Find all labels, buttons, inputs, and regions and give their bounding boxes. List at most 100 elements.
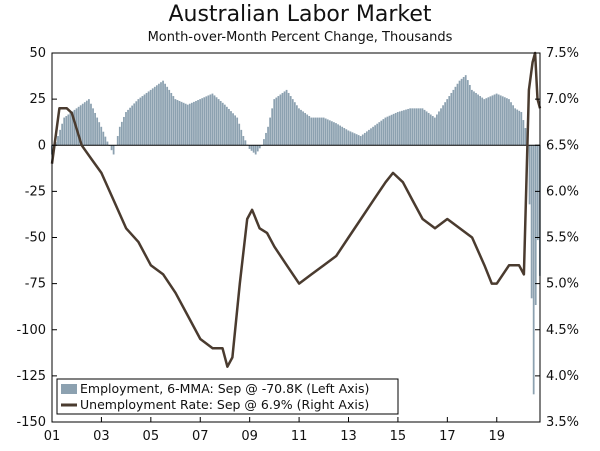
x-tick-label: 07: [192, 429, 209, 444]
employment-bar-96: [248, 145, 251, 149]
employment-bar-22: [96, 117, 99, 146]
employment-bar-109: [275, 97, 278, 146]
employment-bar-186: [433, 117, 436, 146]
employment-bar-158: [376, 123, 379, 146]
employment-bar-89: [234, 115, 236, 146]
employment-bar-99: [254, 145, 257, 155]
employment-bar-145: [349, 131, 352, 146]
employment-bar-40: [133, 103, 136, 146]
employment-bar-41: [135, 101, 138, 146]
employment-bar-235: [534, 145, 537, 306]
employment-bar-19: [90, 103, 92, 146]
employment-bar-211: [485, 98, 488, 146]
employment-bar-164: [388, 115, 391, 146]
employment-bar-27: [106, 141, 109, 146]
employment-bar-152: [363, 132, 366, 146]
employment-bar-140: [339, 125, 341, 146]
employment-bar-138: [335, 123, 337, 146]
employment-bar-70: [195, 100, 197, 146]
employment-bar-146: [351, 132, 354, 146]
employment-bar-43: [139, 97, 142, 146]
employment-bar-162: [384, 117, 387, 146]
employment-bar-74: [203, 97, 206, 146]
employment-bar-187: [436, 114, 438, 146]
employment-bar-98: [252, 145, 255, 153]
employment-bar-63: [180, 101, 183, 146]
employment-bar-215: [493, 94, 496, 146]
employment-bar-166: [392, 113, 395, 146]
employment-bar-78: [211, 93, 214, 146]
right-tick-label: 7.0%: [546, 92, 579, 107]
employment-bar-61: [176, 100, 179, 146]
employment-bar-141: [341, 126, 344, 146]
employment-bar-113: [283, 91, 286, 146]
employment-bar-64: [182, 102, 185, 146]
employment-bar-81: [217, 99, 220, 146]
employment-bar-46: [145, 92, 148, 146]
employment-bar-57: [168, 89, 171, 146]
employment-bar-37: [127, 109, 129, 146]
x-tick-label: 15: [390, 429, 407, 444]
employment-bar-4: [59, 129, 61, 146]
employment-bar-73: [201, 98, 204, 146]
employment-bar-25: [102, 131, 105, 146]
employment-bar-101: [258, 145, 261, 149]
employment-bar-90: [236, 117, 239, 146]
chart-subtitle: Month-over-Month Percent Change, Thousan…: [147, 30, 453, 45]
employment-bar-30: [112, 145, 115, 155]
right-tick-label: 4.5%: [546, 323, 579, 338]
employment-bar-67: [188, 103, 191, 146]
employment-bar-190: [442, 105, 444, 146]
employment-bar-213: [489, 96, 492, 146]
x-tick-label: 01: [44, 429, 61, 444]
employment-bar-199: [460, 78, 463, 146]
employment-bar-100: [256, 145, 259, 152]
employment-bar-189: [440, 108, 442, 146]
employment-bar-139: [337, 124, 339, 146]
employment-bar-60: [174, 99, 177, 146]
employment-bar-111: [279, 94, 282, 146]
employment-bar-85: [225, 106, 228, 146]
employment-bar-79: [213, 95, 216, 146]
employment-bar-179: [419, 108, 422, 146]
right-tick-label: 7.5%: [546, 46, 579, 61]
employment-bar-2: [55, 142, 57, 146]
employment-bars: [50, 75, 541, 395]
employment-bar-228: [520, 112, 523, 146]
right-tick-label: 6.0%: [546, 184, 579, 199]
employment-bar-223: [510, 102, 512, 146]
left-tick-label: 0: [38, 138, 46, 153]
employment-bar-209: [481, 97, 484, 146]
employment-bar-35: [123, 116, 125, 146]
left-tick-label: -25: [25, 184, 46, 199]
employment-bar-53: [160, 82, 162, 146]
x-axis: 01 03 05 07 09 11 13 15 17 19: [44, 417, 505, 444]
employment-bar-216: [495, 93, 498, 146]
x-tick-label: 03: [93, 429, 110, 444]
employment-bar-197: [456, 83, 459, 146]
employment-bar-105: [267, 126, 269, 146]
employment-bar-165: [390, 114, 393, 146]
employment-bar-225: [514, 108, 517, 146]
employment-bar-147: [353, 133, 356, 146]
employment-bar-104: [265, 132, 267, 146]
employment-bar-219: [501, 96, 504, 146]
employment-bar-126: [310, 117, 313, 146]
employment-bar-82: [219, 100, 222, 146]
employment-bar-194: [450, 92, 453, 146]
employment-bar-157: [374, 125, 377, 146]
employment-bar-151: [361, 134, 364, 146]
chart-title: Australian Labor Market: [168, 2, 432, 27]
employment-bar-130: [318, 117, 321, 146]
employment-bar-193: [448, 96, 451, 146]
employment-bar-56: [166, 86, 169, 146]
employment-bar-75: [205, 96, 208, 146]
employment-bar-24: [100, 126, 103, 146]
employment-bar-230: [524, 128, 527, 146]
employment-bar-169: [398, 111, 401, 146]
employment-bar-234: [532, 145, 535, 395]
employment-bar-133: [324, 118, 327, 146]
x-tick-label: 13: [340, 429, 357, 444]
employment-bar-196: [454, 86, 457, 146]
x-tick-label: 05: [143, 429, 160, 444]
